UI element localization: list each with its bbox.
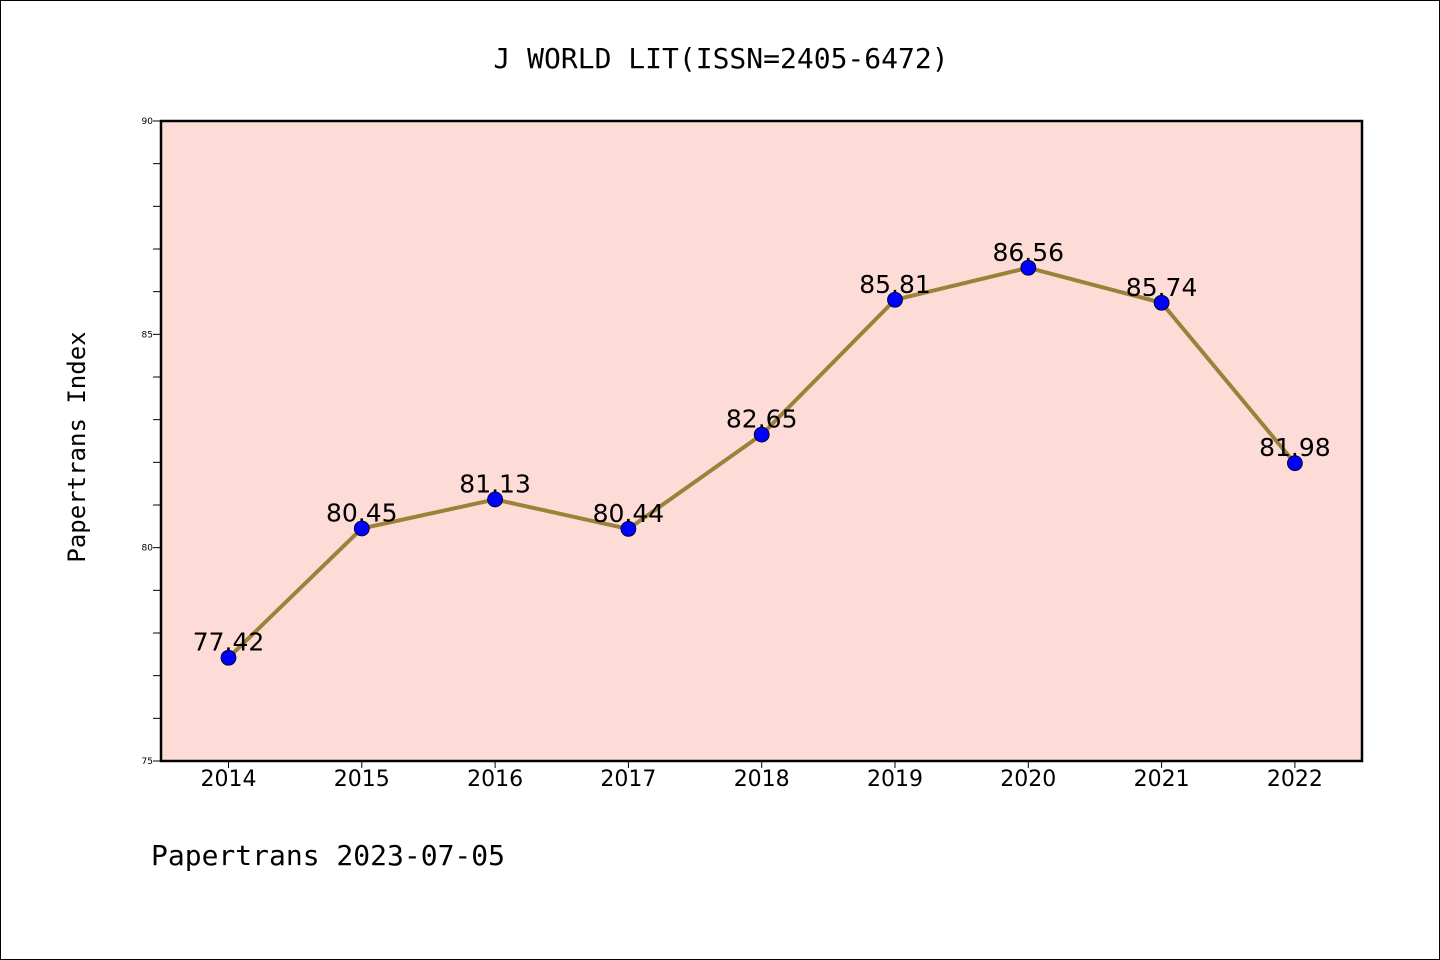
data-point — [220, 649, 237, 666]
data-label: 80.45 — [326, 498, 398, 527]
chart-marks: 75 80 85 90 2014 2015 2016 2017 2018 2019 2020 2021… — [142, 117, 1331, 792]
data-label: 86.56 — [993, 238, 1065, 267]
data-label: 85.74 — [1126, 273, 1198, 302]
x-tick-label: 2021 — [1134, 767, 1190, 792]
data-point — [1020, 259, 1037, 276]
x-tick-label: 2017 — [600, 767, 656, 792]
data-point — [353, 520, 370, 537]
data-point — [753, 426, 770, 443]
data-label: 80.44 — [593, 499, 665, 528]
data-label: 81.13 — [459, 469, 531, 498]
data-point — [1153, 294, 1170, 311]
data-point — [1287, 455, 1303, 472]
x-tick-label: 2014 — [201, 767, 257, 792]
x-tick-label: 2020 — [1000, 767, 1056, 792]
x-tick-label: 2015 — [334, 767, 390, 792]
y-tick-label: 80 — [142, 544, 154, 554]
x-tick-label: 2022 — [1267, 767, 1323, 792]
data-label: 77.42 — [193, 628, 265, 657]
x-tick-label: 2018 — [734, 767, 790, 792]
y-tick-label: 85 — [142, 330, 153, 340]
data-point — [487, 491, 504, 508]
data-label: 85.81 — [859, 270, 931, 299]
plot-frame — [159, 119, 1364, 763]
x-tick-label: 2019 — [867, 767, 923, 792]
data-point — [620, 520, 637, 537]
data-point — [887, 291, 903, 308]
footer-text: Papertrans 2023-07-05 — [151, 839, 505, 872]
x-tick-label: 2016 — [467, 767, 523, 792]
y-axis-label: Papertrans Index — [63, 331, 91, 562]
data-label: 81.98 — [1259, 433, 1331, 462]
data-label: 82.65 — [726, 405, 798, 434]
chart-title: J WORLD LIT(ISSN=2405-6472) — [493, 42, 948, 75]
y-tick-label: 75 — [142, 757, 153, 767]
y-tick-label: 90 — [142, 117, 154, 127]
